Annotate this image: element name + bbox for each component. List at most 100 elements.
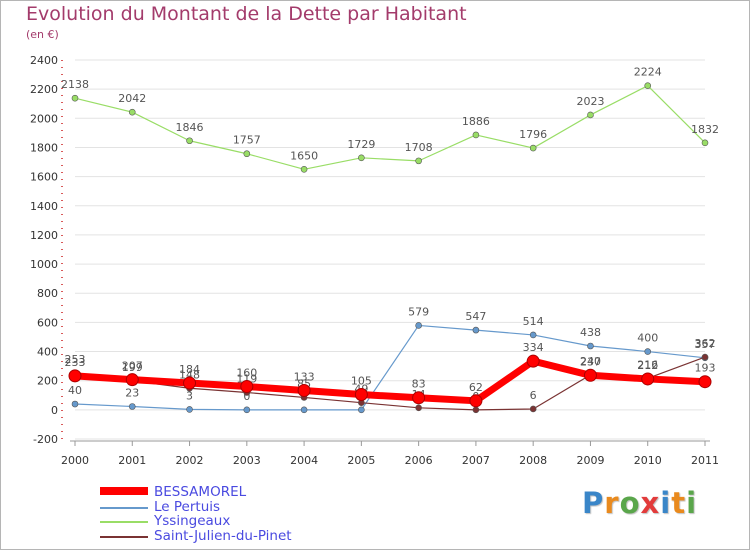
data-point-yssingeaux — [186, 137, 193, 145]
y-tick-label: 1000 — [30, 258, 58, 271]
data-label-le-pertuis: 438 — [580, 326, 601, 339]
logo-letter: r — [604, 486, 620, 520]
data-label-bessamorel: 233 — [65, 356, 86, 369]
y-tick-label: 1200 — [30, 229, 58, 242]
data-point-saint-julien-du-pinet — [701, 353, 709, 361]
data-label-bessamorel: 160 — [236, 367, 257, 380]
y-tick-label: 1600 — [30, 171, 58, 184]
data-point-yssingeaux — [529, 144, 537, 152]
y-tick-label: -200 — [33, 433, 58, 446]
series-line-le-pertuis — [74, 324, 706, 411]
y-tick-label: 400 — [37, 346, 58, 359]
y-tick-label: 800 — [37, 287, 58, 300]
x-tick-label: 2011 — [691, 454, 719, 467]
data-label-le-pertuis: 357 — [695, 338, 716, 351]
data-point-saint-julien-du-pinet — [415, 404, 422, 412]
x-tick-label: 2004 — [290, 454, 318, 467]
logo-letter: t — [671, 486, 687, 520]
data-label-yssingeaux: 1708 — [405, 141, 433, 154]
data-label-le-pertuis: 23 — [125, 386, 139, 399]
data-point-le-pertuis — [186, 406, 193, 413]
data-label-saint-julien-du-pinet: 119 — [236, 372, 257, 385]
data-label-bessamorel: 193 — [695, 362, 716, 375]
data-point-yssingeaux — [243, 150, 251, 158]
data-point-yssingeaux — [701, 139, 709, 147]
logo-letter: x — [640, 486, 661, 520]
data-label-bessamorel: 133 — [294, 370, 315, 383]
data-label-yssingeaux: 1757 — [233, 134, 261, 147]
data-point-bessamorel — [297, 383, 311, 397]
x-tick-label: 2005 — [347, 454, 375, 467]
y-tick-label: 2200 — [30, 83, 58, 96]
data-point-saint-julien-du-pinet — [472, 406, 480, 414]
data-label-bessamorel: 105 — [351, 375, 372, 388]
y-tick-label: 2400 — [30, 54, 58, 67]
data-point-bessamorel — [583, 368, 597, 382]
data-point-bessamorel — [125, 373, 139, 387]
data-point-yssingeaux — [358, 154, 365, 162]
legend-swatch — [100, 521, 148, 523]
data-label-le-pertuis: 547 — [465, 310, 486, 323]
data-label-le-pertuis: 400 — [637, 332, 658, 345]
legend-swatch — [100, 487, 148, 495]
data-label-saint-julien-du-pinet: 6 — [530, 389, 537, 402]
data-label-bessamorel: 184 — [179, 363, 200, 376]
data-label-saint-julien-du-pinet: 199 — [122, 361, 143, 374]
y-tick-label: 2000 — [30, 112, 58, 125]
chart-subtitle: (en €) — [26, 28, 59, 41]
data-label-saint-julien-du-pinet: 240 — [580, 355, 601, 368]
data-point-bessamorel — [469, 394, 483, 408]
data-label-saint-julien-du-pinet: 216 — [637, 358, 658, 371]
legend-label: Le Pertuis — [154, 498, 221, 515]
x-tick-label: 2001 — [118, 454, 146, 467]
chart-title: Evolution du Montant de la Dette par Hab… — [26, 3, 467, 25]
y-tick-label: 1800 — [30, 141, 58, 154]
data-label-bessamorel: 62 — [469, 381, 483, 394]
data-label-le-pertuis: 0 — [243, 390, 250, 403]
data-label-bessamorel: 334 — [523, 341, 544, 354]
x-tick-label: 2010 — [634, 454, 662, 467]
logo-letter: i — [660, 486, 672, 520]
data-point-le-pertuis — [128, 403, 136, 410]
data-point-le-pertuis — [472, 326, 480, 334]
data-label-saint-julien-du-pinet: 148 — [179, 368, 200, 381]
data-point-yssingeaux — [472, 131, 480, 139]
data-point-bessamorel — [412, 391, 426, 405]
data-label-yssingeaux: 2023 — [576, 95, 604, 108]
legend-swatch — [100, 535, 148, 538]
data-point-yssingeaux — [300, 166, 308, 173]
logo-letter: P — [582, 486, 605, 520]
y-tick-label: 1400 — [30, 200, 58, 213]
data-point-bessamorel — [354, 388, 368, 402]
legend-label: BESSAMOREL — [154, 484, 247, 500]
data-point-bessamorel — [641, 372, 655, 386]
data-point-le-pertuis — [587, 342, 594, 350]
data-label-yssingeaux: 1729 — [347, 138, 375, 151]
data-point-yssingeaux — [128, 108, 136, 116]
data-label-yssingeaux: 2138 — [61, 78, 89, 91]
x-tick-label: 2007 — [462, 454, 490, 467]
legend-label: Yssingeaux — [154, 513, 231, 529]
logo-letter: o — [619, 486, 641, 520]
x-tick-label: 2003 — [233, 454, 261, 467]
data-label-le-pertuis: 3 — [186, 389, 193, 402]
series-line-yssingeaux — [74, 85, 706, 170]
x-tick-label: 2006 — [405, 454, 433, 467]
data-point-bessamorel — [183, 376, 197, 390]
data-label-yssingeaux: 1832 — [691, 123, 719, 136]
x-tick-label: 2002 — [176, 454, 204, 467]
data-point-bessamorel — [698, 375, 712, 389]
data-label-yssingeaux: 1650 — [290, 149, 318, 162]
data-label-bessamorel: 237 — [580, 355, 601, 368]
data-point-le-pertuis — [71, 400, 79, 408]
logo-letter: i — [686, 486, 698, 520]
data-label-saint-julien-du-pinet: 253 — [65, 353, 86, 366]
data-label-saint-julien-du-pinet: 362 — [695, 337, 716, 350]
data-point-le-pertuis — [644, 348, 652, 355]
x-tick-label: 2009 — [576, 454, 604, 467]
data-label-le-pertuis: 40 — [68, 384, 82, 397]
data-label-le-pertuis: 514 — [523, 315, 544, 328]
data-point-le-pertuis — [300, 406, 308, 414]
data-point-saint-julien-du-pinet — [529, 405, 537, 413]
